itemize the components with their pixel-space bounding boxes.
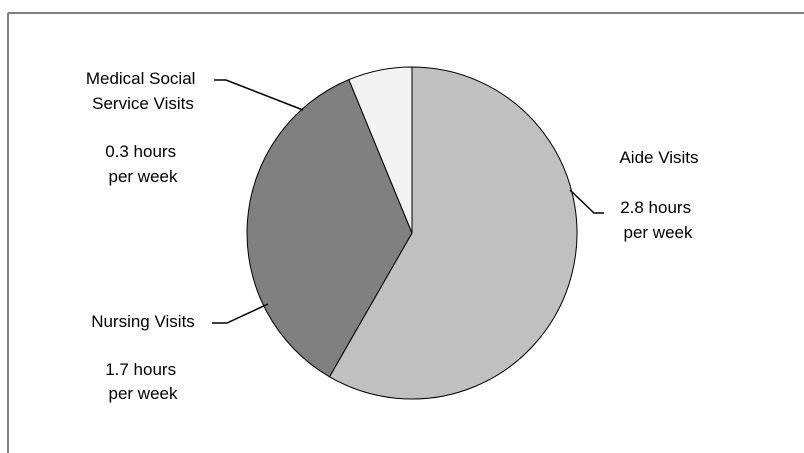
pie-slice-aide-visits bbox=[328, 66, 578, 400]
slice-value-line: 1.7 hours bbox=[105, 360, 176, 379]
leader-lines bbox=[212, 79, 604, 324]
slice-value-nursing-visits: 1.7 hours per week bbox=[105, 360, 181, 403]
slice-value-line: 2.8 hours bbox=[620, 198, 691, 217]
slice-value-medical-social-service-visits: 0.3 hours per week bbox=[105, 142, 181, 186]
slice-label-line: Service Visits bbox=[92, 94, 194, 113]
pie-slices bbox=[246, 66, 578, 400]
slice-label-nursing-visits: Nursing Visits bbox=[91, 312, 195, 331]
slice-label-line: Nursing Visits bbox=[91, 312, 195, 331]
slice-value-line: per week bbox=[109, 384, 178, 403]
slice-value-line: per week bbox=[109, 167, 178, 186]
slice-value-aide-visits: 2.8 hours per week bbox=[620, 198, 696, 242]
leader-line-aide-visits bbox=[569, 189, 604, 214]
slice-label-medical-social-service-visits: Medical Social Service Visits bbox=[86, 69, 200, 113]
pie-slice-nursing-visits bbox=[246, 78, 413, 378]
leader-line-nursing-visits bbox=[212, 303, 269, 324]
slice-label-aide-visits: Aide Visits bbox=[619, 148, 698, 167]
slice-value-line: per week bbox=[624, 223, 693, 242]
slice-label-line: Aide Visits bbox=[619, 148, 698, 167]
pie-slice-medical-social-service-visits bbox=[348, 66, 413, 234]
leader-line-medical-social-service-visits bbox=[214, 79, 304, 111]
slice-label-line: Medical Social bbox=[86, 69, 196, 88]
slice-value-line: 0.3 hours bbox=[105, 142, 176, 161]
